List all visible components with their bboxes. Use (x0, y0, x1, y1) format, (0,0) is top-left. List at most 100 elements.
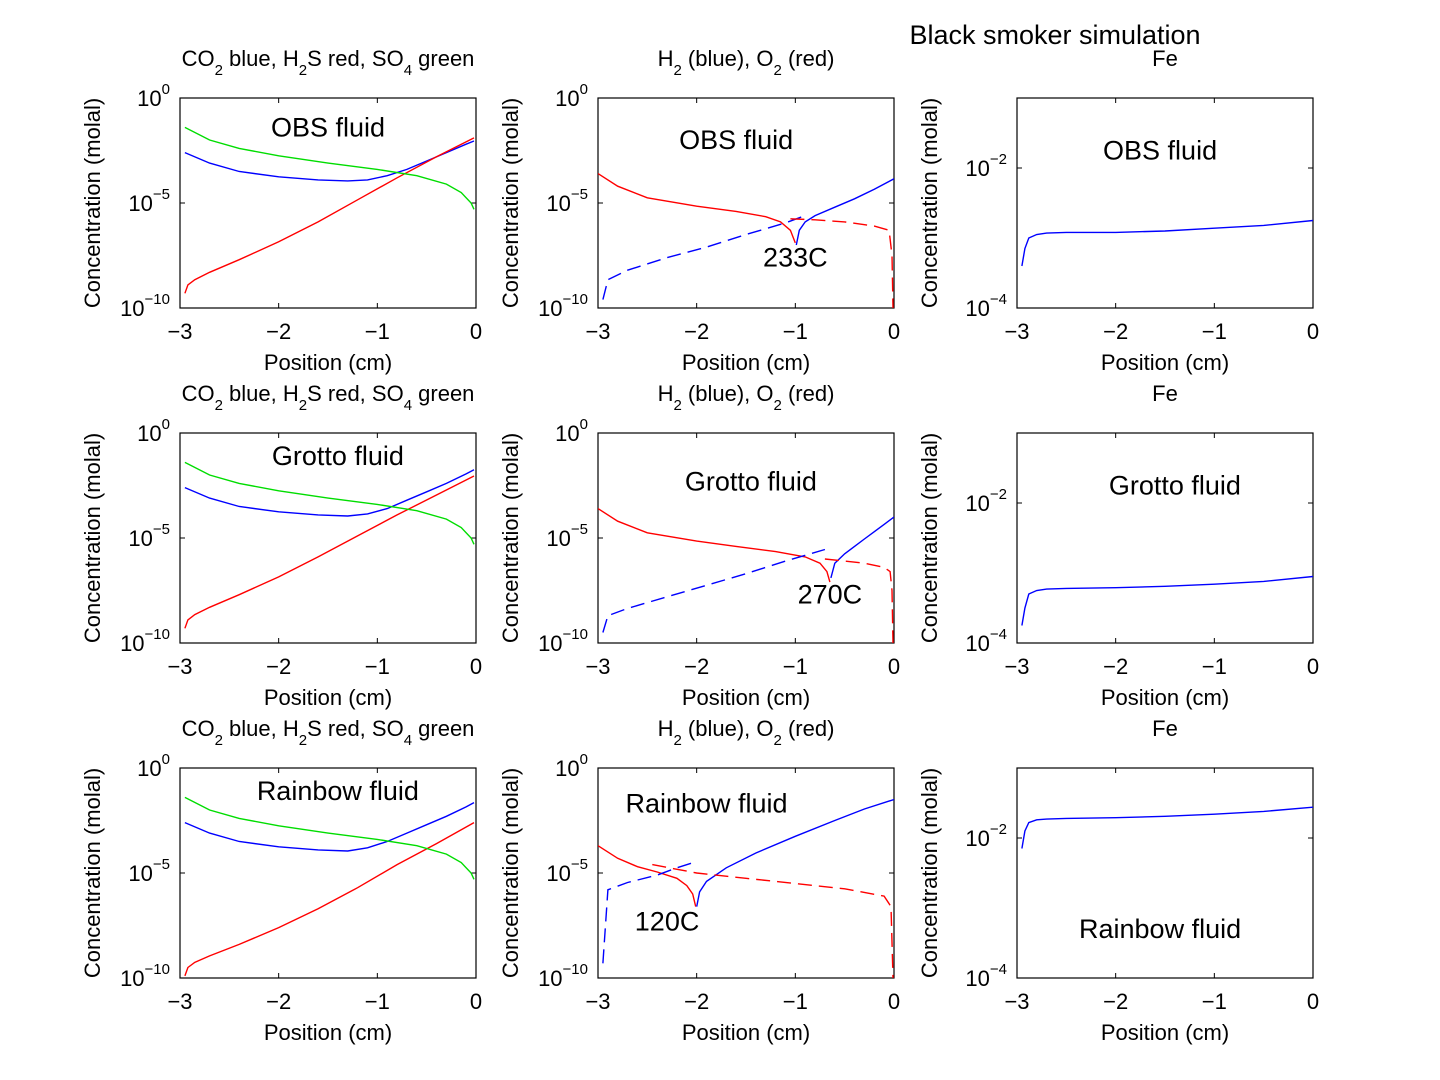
x-tick-label: −3 (585, 319, 610, 344)
series-group (184, 796, 475, 977)
subplot-title: H2 (blue), O2 (red) (658, 716, 835, 749)
x-axis-label: Position (cm) (1101, 1020, 1229, 1045)
subplot-2: −3 −2 −1 0 10−10 10−5 100 Position (cm) Concentr… (498, 46, 900, 375)
y-tick-label: 10−4 (965, 626, 1007, 656)
y-tick-label: 10−10 (538, 291, 588, 321)
fluid-annotation: Grotto fluid (272, 441, 404, 471)
x-tick-label: 0 (888, 319, 900, 344)
temperature-annotation: 270C (798, 580, 863, 610)
y-tick-label: 10−2 (965, 486, 1007, 516)
series-line-red-dashed (652, 863, 894, 978)
series-line-red (598, 173, 796, 244)
x-tick-label: 0 (470, 654, 482, 679)
subplot-7: −3 −2 −1 0 10−10 10−5 100 Position (cm) Concentr… (80, 716, 482, 1045)
x-tick-label: 0 (888, 989, 900, 1014)
series-line-blue (184, 140, 475, 182)
x-axis-label: Position (cm) (264, 350, 392, 375)
series-group (598, 508, 894, 643)
plot-frame (597, 767, 895, 979)
x-tick-label: −1 (783, 319, 808, 344)
subplot-title: Fe (1152, 716, 1178, 741)
series-line-blue (795, 178, 894, 246)
x-tick-label: −2 (1103, 654, 1128, 679)
fluid-annotation: Rainbow fluid (1079, 914, 1241, 944)
y-tick-label: 10−2 (965, 821, 1007, 851)
x-tick-label: −1 (783, 989, 808, 1014)
temperature-annotation: 233C (763, 243, 828, 273)
subplot-1: −3 −2 −1 0 10−10 10−5 100 Position (cm) Concentr… (80, 46, 482, 375)
x-tick-label: −2 (684, 319, 709, 344)
x-axis-label: Position (cm) (1101, 350, 1229, 375)
y-tick-label: 10−5 (128, 856, 170, 886)
series-line-blue-dashed (602, 548, 826, 633)
subplot-title: CO2 blue, H2S red, SO4 green (182, 381, 475, 414)
subplot-9: −3 −2 −1 0 10−4 10−2 Position (cm) Concentratio… (917, 716, 1319, 1045)
x-tick-label: −2 (1103, 989, 1128, 1014)
plot-frame (1016, 432, 1314, 644)
subplot-4: −3 −2 −1 0 10−10 10−5 100 Position (cm) Concentr… (80, 381, 482, 710)
y-axis-label: Concentration (molal) (917, 433, 942, 643)
series-group (184, 461, 475, 629)
subplot-6: −3 −2 −1 0 10−4 10−2 Position (cm) Concentratio… (917, 381, 1319, 710)
series-line-blue-dashed (602, 860, 697, 964)
x-tick-label: −3 (1004, 654, 1029, 679)
x-axis-label: Position (cm) (682, 350, 810, 375)
y-tick-label: 10−10 (120, 626, 170, 656)
y-axis-label: Concentration (molal) (80, 768, 105, 978)
series-line-blue-dashed (602, 214, 806, 300)
subplot-title: Fe (1152, 381, 1178, 406)
subplot-title: H2 (blue), O2 (red) (658, 381, 835, 414)
y-axis-label: Concentration (molal) (917, 98, 942, 308)
series-line-red-dashed (824, 558, 894, 643)
x-tick-label: −3 (167, 319, 192, 344)
x-tick-label: −3 (167, 989, 192, 1014)
y-tick-label: 10−4 (965, 961, 1007, 991)
y-tick-label: 10−10 (120, 291, 170, 321)
y-tick-label: 10−5 (128, 186, 170, 216)
y-tick-label: 100 (555, 81, 588, 111)
series-line-red (184, 137, 475, 294)
y-tick-label: 10−5 (128, 521, 170, 551)
x-tick-label: −2 (684, 654, 709, 679)
x-axis-label: Position (cm) (682, 685, 810, 710)
series-line-blue (184, 469, 475, 517)
x-tick-label: 0 (1307, 989, 1319, 1014)
y-tick-label: 10−5 (546, 521, 588, 551)
y-axis-label: Concentration (molal) (80, 433, 105, 643)
fluid-annotation: OBS fluid (1103, 136, 1217, 166)
y-tick-label: 10−2 (965, 151, 1007, 181)
series-line-red-dashed (790, 218, 894, 308)
y-tick-label: 100 (137, 751, 170, 781)
subplot-3: −3 −2 −1 0 10−4 10−2 Position (cm) Concentratio… (917, 46, 1319, 375)
figure-suptitle: Black smoker simulation (909, 20, 1200, 50)
x-tick-label: −1 (783, 654, 808, 679)
fluid-annotation: Grotto fluid (685, 466, 817, 496)
x-tick-label: −2 (684, 989, 709, 1014)
x-tick-label: 0 (1307, 654, 1319, 679)
series-group (598, 173, 894, 308)
x-tick-label: −3 (167, 654, 192, 679)
plot-frame (179, 432, 477, 644)
temperature-annotation: 120C (635, 906, 700, 936)
x-tick-label: 0 (1307, 319, 1319, 344)
x-tick-label: −2 (266, 989, 291, 1014)
y-axis-label: Concentration (molal) (498, 98, 523, 308)
series-line-blue (1021, 575, 1313, 626)
y-tick-label: 10−10 (538, 626, 588, 656)
series-line-red (184, 475, 475, 629)
plot-frame (1016, 767, 1314, 979)
y-tick-label: 100 (555, 751, 588, 781)
y-tick-label: 10−5 (546, 186, 588, 216)
subplot-title: H2 (blue), O2 (red) (658, 46, 835, 79)
x-tick-label: −1 (365, 319, 390, 344)
y-tick-label: 10−10 (538, 961, 588, 991)
fluid-annotation: OBS fluid (271, 112, 385, 142)
y-tick-label: 100 (555, 416, 588, 446)
series-group (1021, 219, 1313, 267)
fluid-annotation: Rainbow fluid (257, 776, 419, 806)
x-tick-label: −1 (1202, 319, 1227, 344)
y-axis-label: Concentration (molal) (498, 433, 523, 643)
series-group (598, 798, 894, 978)
y-tick-label: 100 (137, 81, 170, 111)
